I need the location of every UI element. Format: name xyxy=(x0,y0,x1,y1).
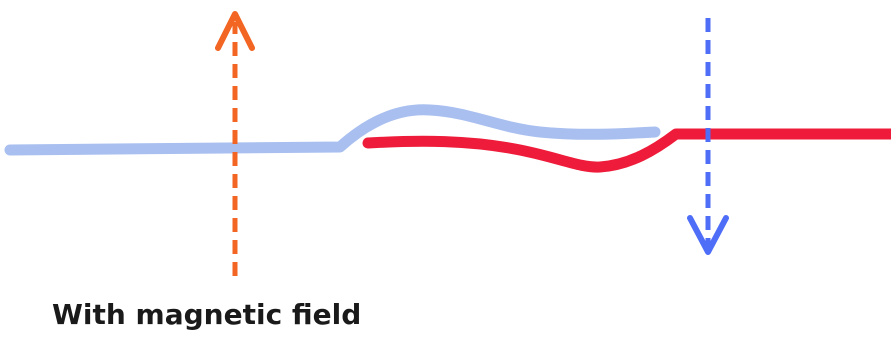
down-arrow-head xyxy=(687,215,729,255)
caption-text: With magnetic field xyxy=(52,298,362,331)
up-arrow-head xyxy=(215,11,255,51)
down-arrow xyxy=(687,18,729,255)
light-blue-wave xyxy=(4,104,661,156)
up-arrow xyxy=(215,11,255,276)
red-wave xyxy=(362,128,891,173)
